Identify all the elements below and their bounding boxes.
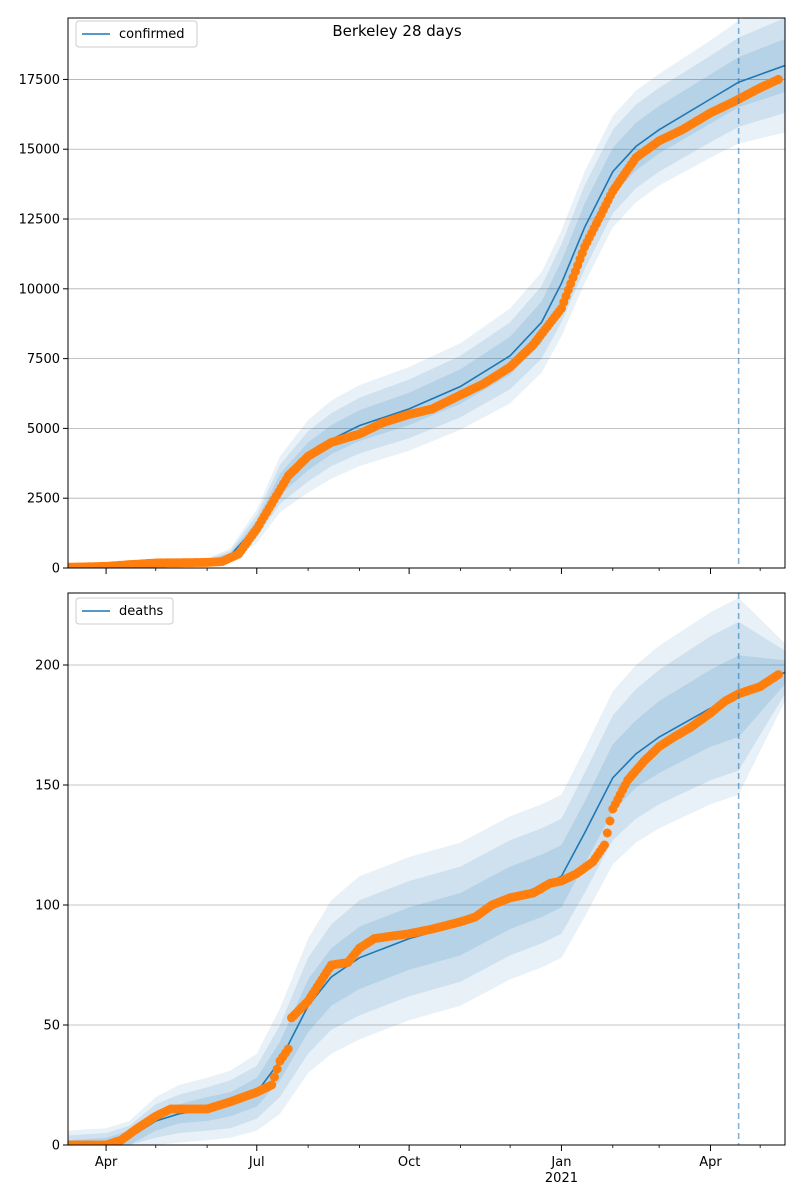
confirmed-y-tick-label: 0 xyxy=(52,562,60,577)
figure-title: Berkeley 28 days xyxy=(332,22,462,40)
deaths-y-tick-label: 100 xyxy=(35,899,60,914)
confirmed-uncertainty-bands xyxy=(68,18,785,568)
confirmed-y-ticks: 0 2500 5000 7500 10000 12500 15000 17500 xyxy=(19,73,68,577)
deaths-observed-points xyxy=(68,670,783,1145)
deaths-y-tick-label: 200 xyxy=(35,659,60,674)
confirmed-legend: confirmed xyxy=(75,20,198,48)
deaths-data-point xyxy=(269,1072,279,1082)
confirmed-y-tick-label: 15000 xyxy=(19,143,60,158)
deaths-data-point xyxy=(272,1064,282,1074)
deaths-data-point xyxy=(605,816,615,826)
confirmed-y-tick-label: 7500 xyxy=(27,352,60,367)
deaths-legend-label: deaths xyxy=(119,604,164,619)
confirmed-axes-frame xyxy=(67,17,786,569)
deaths-y-tick-label: 50 xyxy=(43,1019,60,1034)
x-tick-label: Apr xyxy=(95,1155,118,1170)
deaths-data-point xyxy=(267,1080,277,1090)
confirmed-x-ticks xyxy=(105,568,761,574)
deaths-axes-frame xyxy=(67,592,786,1146)
deaths-fit-line xyxy=(68,671,785,1145)
x-tick-year-label: 2021 xyxy=(545,1171,578,1186)
deaths-band-1 xyxy=(68,621,785,1145)
deaths-band-2 xyxy=(68,655,785,1145)
deaths-data-point xyxy=(602,828,612,838)
confirmed-data-point xyxy=(773,74,783,84)
deaths-data-point xyxy=(283,1044,293,1054)
x-tick-label: Jan xyxy=(550,1155,571,1170)
deaths-data-point xyxy=(600,840,609,850)
confirmed-y-tick-label: 5000 xyxy=(27,422,60,437)
confirmed-panel: 0 2500 5000 7500 10000 12500 15000 17500 confir… xyxy=(19,17,786,577)
confirmed-band-2 xyxy=(68,38,785,568)
deaths-y-tick-label: 150 xyxy=(35,779,60,794)
deaths-legend: deaths xyxy=(75,597,174,625)
deaths-band-0 xyxy=(68,597,785,1145)
confirmed-y-tick-label: 17500 xyxy=(19,73,60,88)
x-tick-label: Apr xyxy=(699,1155,722,1170)
confirmed-y-tick-label: 12500 xyxy=(19,213,60,228)
confirmed-observed-points xyxy=(68,74,783,568)
confirmed-y-tick-label: 10000 xyxy=(19,282,60,297)
x-tick-label: Jul xyxy=(248,1155,265,1170)
deaths-y-ticks: 0 50 100 150 200 xyxy=(35,659,68,1154)
confirmed-y-tick-label: 2500 xyxy=(27,492,60,507)
confirmed-band-0 xyxy=(68,18,785,568)
confirmed-y-grid xyxy=(68,79,785,569)
confirmed-legend-label: confirmed xyxy=(119,27,185,42)
x-tick-label: Oct xyxy=(398,1155,420,1170)
deaths-uncertainty-bands xyxy=(68,597,785,1145)
deaths-data-point xyxy=(773,670,783,680)
deaths-y-tick-label: 0 xyxy=(52,1139,60,1154)
confirmed-band-1 xyxy=(68,18,785,568)
